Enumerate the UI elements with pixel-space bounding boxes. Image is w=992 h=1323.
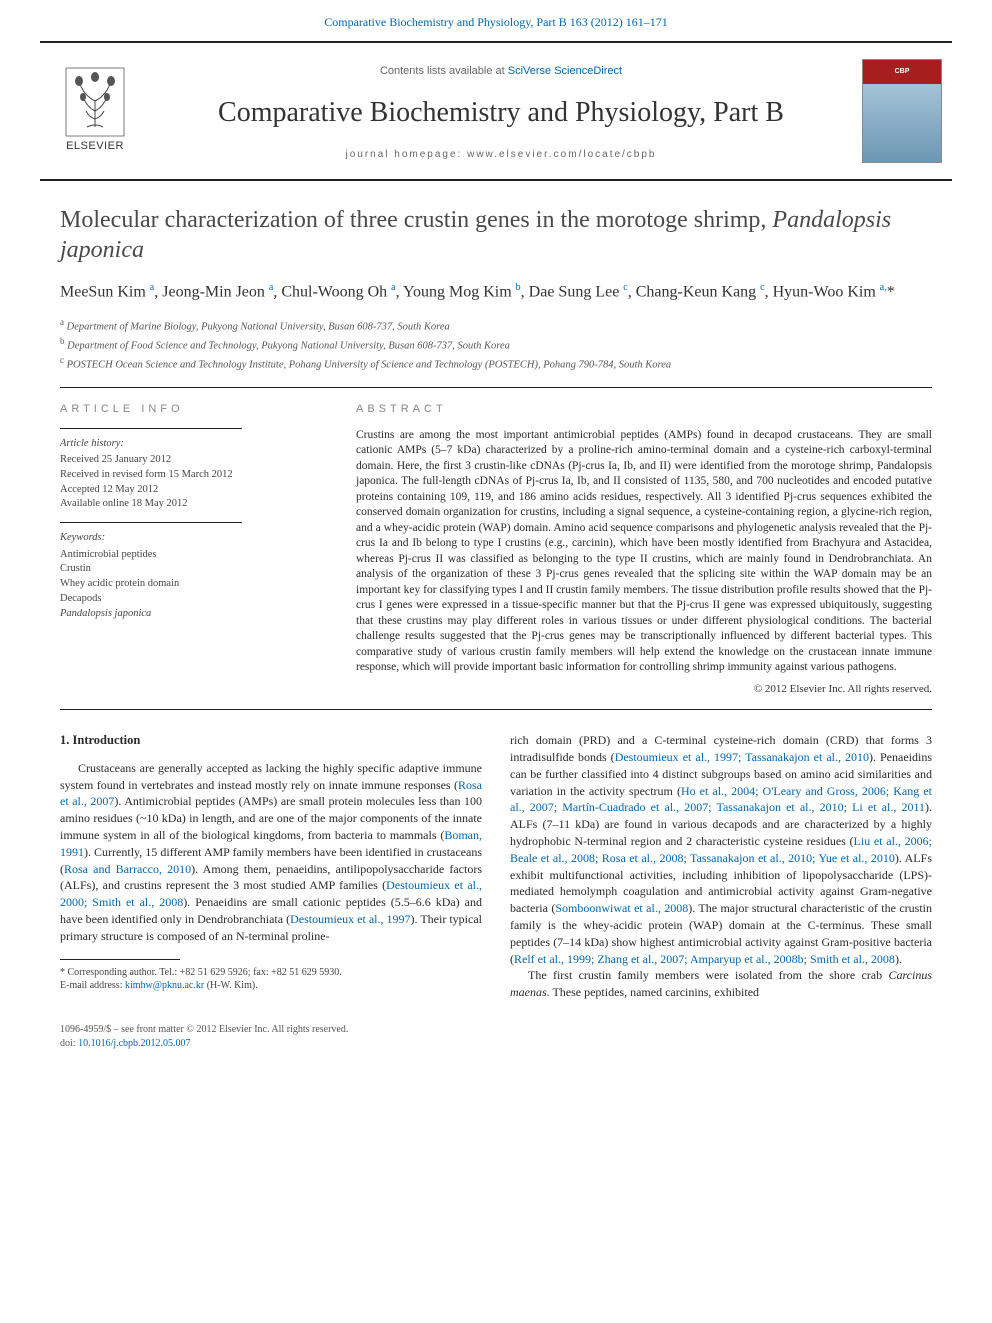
cover-badge: CBP [863,60,941,84]
abstract-column: abstract Crustins are among the most imp… [356,402,932,697]
history-label: Article history: [60,437,320,452]
history-line: Received 25 January 2012 [60,453,320,468]
article-info-column: article info Article history: Received 2… [60,402,320,697]
keyword: Whey acidic protein domain [60,577,320,592]
journal-homepage: journal homepage: www.elsevier.com/locat… [160,148,842,162]
journal-cover-thumbnail: CBP [852,43,952,179]
cover-body [863,84,941,162]
meta-abstract-row: article info Article history: Received 2… [60,387,932,697]
email-suffix: (H-W. Kim). [207,980,258,991]
journal-title: Comparative Biochemistry and Physiology,… [160,93,842,132]
elsevier-tree-icon [65,67,125,137]
footnote-rule [60,959,180,960]
article-info-heading: article info [60,402,320,417]
keyword: Decapods [60,592,320,607]
keywords-block: Keywords: Antimicrobial peptidesCrustinW… [60,531,320,621]
body-two-column: 1. Introduction Crustaceans are generall… [60,709,932,1001]
body-right-column: rich domain (PRD) and a C-terminal cyste… [510,732,932,1001]
corr-author-line: * Corresponding author. Tel.: +82 51 629… [60,966,482,980]
intro-right-paragraph-2: The first crustin family members were is… [510,967,932,1001]
intro-right-paragraph: rich domain (PRD) and a C-terminal cyste… [510,732,932,967]
citation-line: Comparative Biochemistry and Physiology,… [0,0,992,41]
article-history-block: Article history: Received 25 January 201… [60,437,320,512]
email-label: E-mail address: [60,980,125,991]
keywords-label: Keywords: [60,531,320,546]
citation-link[interactable]: Comparative Biochemistry and Physiology,… [324,15,668,29]
keyword: Pandalopsis japonica [60,607,320,622]
affiliation-line: a Department of Marine Biology, Pukyong … [60,316,932,335]
abstract-text: Crustins are among the most important an… [356,428,932,676]
article-title: Molecular characterization of three crus… [60,205,932,265]
sciencedirect-link[interactable]: SciVerse ScienceDirect [508,65,622,77]
affiliations: a Department of Marine Biology, Pukyong … [60,316,932,374]
abstract-copyright: © 2012 Elsevier Inc. All rights reserved… [356,682,932,697]
section-heading: 1. Introduction [60,732,482,750]
contents-prefix: Contents lists available at [380,65,508,77]
history-line: Available online 18 May 2012 [60,497,320,512]
history-line: Received in revised form 15 March 2012 [60,468,320,483]
contents-available-line: Contents lists available at SciVerse Sci… [160,64,842,79]
cover-image: CBP [862,59,942,163]
header-center: Contents lists available at SciVerse Sci… [150,43,852,179]
article-content: Molecular characterization of three crus… [60,205,932,1001]
page-footer: 1096-4959/$ – see front matter © 2012 El… [60,1023,932,1050]
issn-line: 1096-4959/$ – see front matter © 2012 El… [60,1023,932,1037]
keyword: Crustin [60,562,320,577]
body-left-column: 1. Introduction Crustaceans are generall… [60,732,482,1001]
keyword: Antimicrobial peptides [60,548,320,563]
affiliation-line: b Department of Food Science and Technol… [60,335,932,354]
publisher-name: ELSEVIER [66,139,124,154]
corr-email-link[interactable]: kimhw@pknu.ac.kr [125,980,204,991]
history-line: Accepted 12 May 2012 [60,483,320,498]
publisher-logo: ELSEVIER [40,43,150,179]
doi-link[interactable]: 10.1016/j.cbpb.2012.05.007 [78,1038,191,1049]
doi-label: doi: [60,1038,76,1049]
title-text: Molecular characterization of three crus… [60,207,772,233]
journal-header-band: ELSEVIER Contents lists available at Sci… [40,41,952,181]
corresponding-author-footnote: * Corresponding author. Tel.: +82 51 629… [60,966,482,993]
affiliation-line: c POSTECH Ocean Science and Technology I… [60,354,932,373]
author-list: MeeSun Kim a, Jeong-Min Jeon a, Chul-Woo… [60,281,932,304]
abstract-heading: abstract [356,402,932,417]
intro-left-paragraph: Crustaceans are generally accepted as la… [60,760,482,945]
